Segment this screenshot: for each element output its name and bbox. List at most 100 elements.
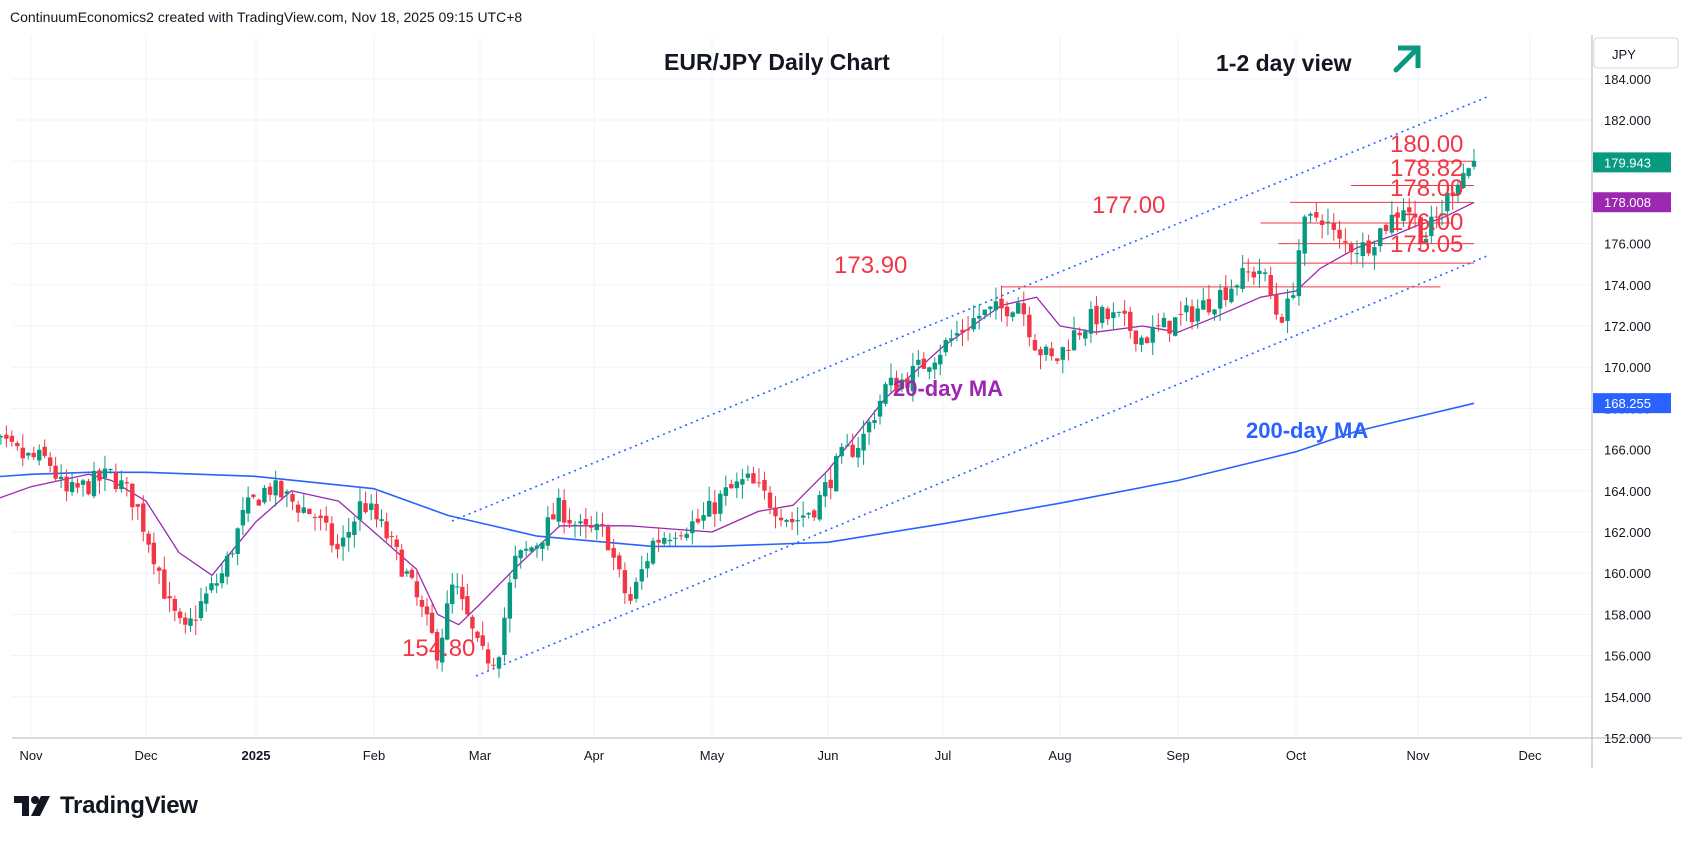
candle[interactable] xyxy=(1412,200,1418,228)
candle[interactable] xyxy=(1077,327,1082,340)
candle[interactable] xyxy=(545,506,551,551)
candle[interactable] xyxy=(1274,282,1279,320)
candle[interactable] xyxy=(318,509,323,531)
candle[interactable] xyxy=(146,530,151,553)
candle[interactable] xyxy=(1133,330,1139,352)
candle[interactable] xyxy=(1223,275,1228,307)
candle[interactable] xyxy=(1290,282,1296,300)
candle[interactable] xyxy=(745,465,751,481)
candle[interactable] xyxy=(69,471,75,496)
candle[interactable] xyxy=(389,531,394,547)
candle[interactable] xyxy=(20,434,25,467)
candle[interactable] xyxy=(551,502,556,520)
candle[interactable] xyxy=(1217,284,1223,321)
candle[interactable] xyxy=(1429,205,1434,244)
candle[interactable] xyxy=(1128,306,1133,339)
candle[interactable] xyxy=(855,436,861,468)
candle[interactable] xyxy=(284,489,290,508)
candle[interactable] xyxy=(899,373,905,393)
candle[interactable] xyxy=(1423,231,1429,243)
candle[interactable] xyxy=(1088,301,1094,343)
candle[interactable] xyxy=(1212,308,1217,321)
candle[interactable] xyxy=(695,508,701,525)
candle[interactable] xyxy=(1229,279,1234,304)
candle[interactable] xyxy=(1178,301,1184,326)
candle[interactable] xyxy=(209,576,214,593)
candle[interactable] xyxy=(204,586,209,612)
candle[interactable] xyxy=(1195,299,1200,329)
candle[interactable] xyxy=(645,552,650,578)
candle[interactable] xyxy=(4,425,9,448)
candle[interactable] xyxy=(496,655,502,678)
candle[interactable] xyxy=(1246,258,1251,282)
candle[interactable] xyxy=(834,453,839,492)
candle[interactable] xyxy=(262,485,267,505)
candle[interactable] xyxy=(1156,313,1161,332)
candle[interactable] xyxy=(1172,317,1178,337)
candle[interactable] xyxy=(751,466,756,484)
candle[interactable] xyxy=(1027,306,1032,347)
candle[interactable] xyxy=(806,512,811,519)
candle[interactable] xyxy=(97,468,102,494)
candle[interactable] xyxy=(872,409,877,430)
candle[interactable] xyxy=(723,475,729,506)
candle[interactable] xyxy=(507,573,513,633)
candle[interactable] xyxy=(943,337,948,357)
candle[interactable] xyxy=(368,494,374,521)
candle[interactable] xyxy=(778,508,784,527)
candle[interactable] xyxy=(119,470,124,493)
candle[interactable] xyxy=(1083,329,1088,346)
candle[interactable] xyxy=(1071,316,1077,352)
candle[interactable] xyxy=(290,491,295,511)
candle[interactable] xyxy=(162,556,167,600)
candle[interactable] xyxy=(513,545,518,588)
candle[interactable] xyxy=(1066,339,1071,361)
candle[interactable] xyxy=(1206,284,1212,316)
candle[interactable] xyxy=(279,480,284,501)
candle[interactable] xyxy=(1043,344,1049,361)
candle[interactable] xyxy=(124,476,130,497)
candle[interactable] xyxy=(245,486,251,523)
candle[interactable] xyxy=(605,523,611,551)
candle[interactable] xyxy=(600,512,605,537)
candle[interactable] xyxy=(567,508,572,529)
candle[interactable] xyxy=(9,430,15,447)
candle[interactable] xyxy=(374,491,379,528)
candle[interactable] xyxy=(1111,302,1116,330)
candle[interactable] xyxy=(86,478,91,496)
candle[interactable] xyxy=(954,320,960,342)
candle[interactable] xyxy=(811,508,817,521)
candle[interactable] xyxy=(1060,346,1066,374)
candle[interactable] xyxy=(534,542,540,558)
candle[interactable] xyxy=(183,612,188,634)
candle[interactable] xyxy=(1049,342,1054,361)
candle[interactable] xyxy=(844,434,850,447)
candle[interactable] xyxy=(850,433,855,459)
candle[interactable] xyxy=(102,455,108,491)
candle[interactable] xyxy=(1343,228,1348,254)
candle[interactable] xyxy=(773,496,778,529)
candle[interactable] xyxy=(1021,291,1026,327)
candle[interactable] xyxy=(523,540,529,557)
candle[interactable] xyxy=(1032,334,1038,351)
candle[interactable] xyxy=(656,527,661,552)
candle[interactable] xyxy=(37,444,42,466)
candle[interactable] xyxy=(424,597,430,626)
candle[interactable] xyxy=(42,439,47,459)
candle[interactable] xyxy=(817,491,822,522)
candle[interactable] xyxy=(1461,163,1466,190)
candle[interactable] xyxy=(450,573,455,614)
candle[interactable] xyxy=(312,513,318,531)
candle[interactable] xyxy=(1268,266,1273,300)
candle[interactable] xyxy=(419,595,425,618)
candle[interactable] xyxy=(639,555,644,590)
candle[interactable] xyxy=(404,568,410,577)
candle[interactable] xyxy=(1122,300,1127,326)
candle[interactable] xyxy=(434,628,440,669)
candle[interactable] xyxy=(529,546,534,553)
candle[interactable] xyxy=(993,287,999,320)
candle[interactable] xyxy=(949,329,954,347)
candle[interactable] xyxy=(1234,284,1240,296)
candle[interactable] xyxy=(789,511,795,531)
candle[interactable] xyxy=(429,604,435,635)
